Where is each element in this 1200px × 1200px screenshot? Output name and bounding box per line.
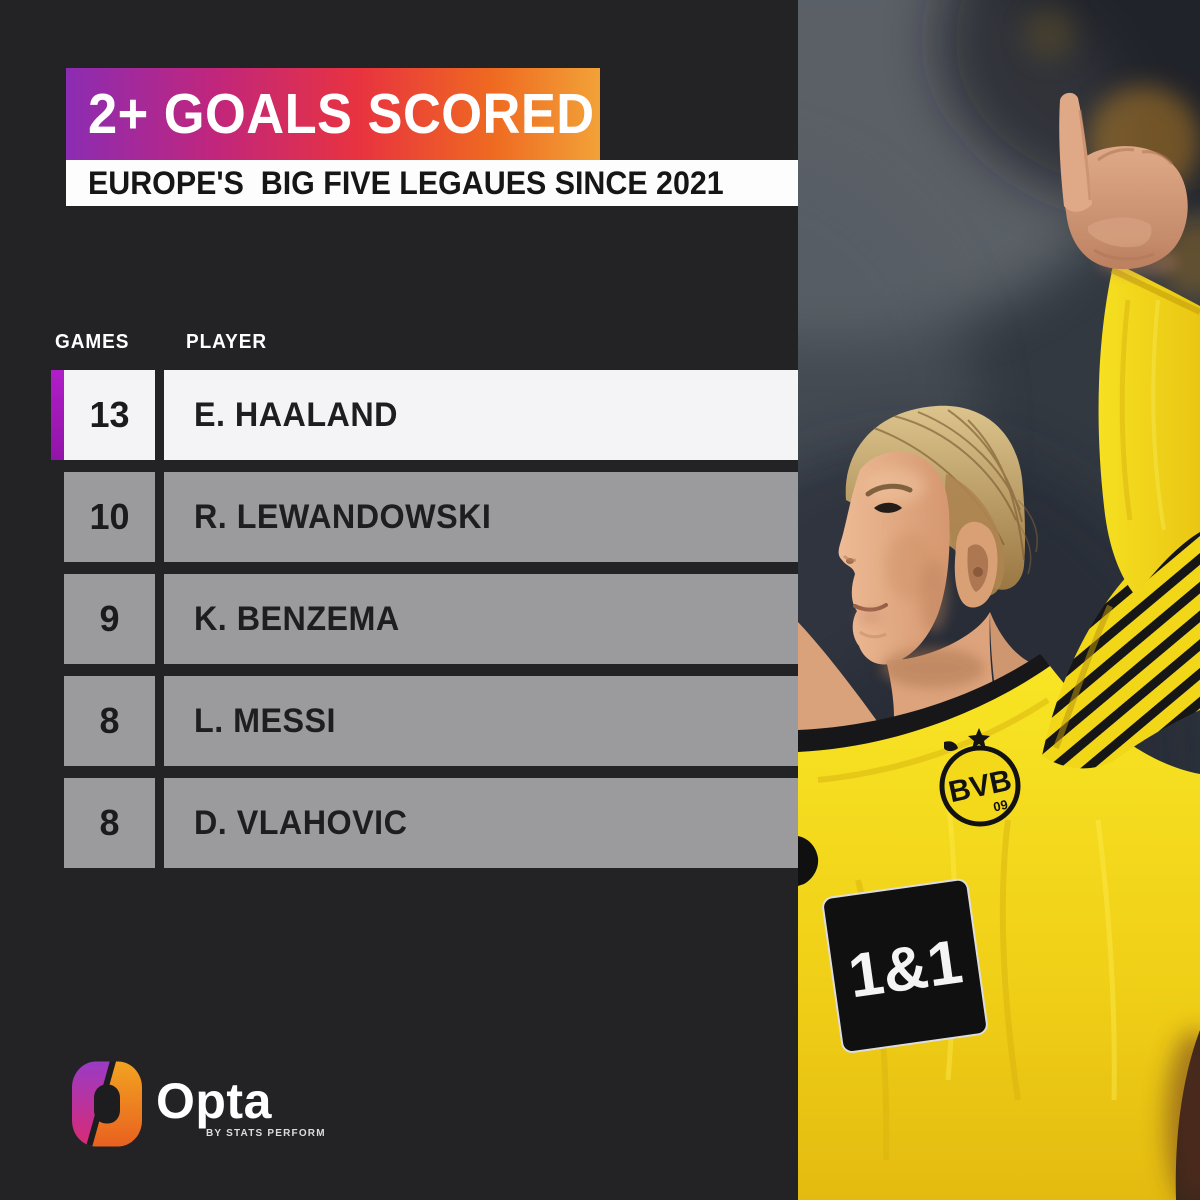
stats-perform-byline: BY STATS PERFORM [206, 1128, 326, 1139]
opta-logo-icon [72, 1061, 142, 1147]
player-name: K. BENZEMA [194, 599, 400, 638]
games-value: 8 [99, 700, 120, 741]
index-finger [1059, 92, 1092, 212]
games-value: 8 [99, 802, 120, 843]
table-row-games: 9 [64, 574, 155, 664]
table-row: E. HAALAND [164, 370, 798, 460]
puma-logo-icon [944, 741, 958, 751]
page-subtitle: EUROPE'S BIG FIVE LEGAUES SINCE 2021 [88, 165, 724, 201]
table-row-games: 8 [64, 778, 155, 868]
pointing-hand [1059, 92, 1188, 276]
page-title: 2+ GOALS SCORED [88, 81, 595, 146]
table-row: L. MESSI [164, 676, 798, 766]
games-value: 13 [89, 394, 130, 435]
table-row: K. BENZEMA [164, 574, 798, 664]
mouth [853, 603, 888, 612]
table-row-games: 13 [64, 370, 155, 460]
highlight-accent-bar [51, 370, 64, 460]
column-header-player: PLAYER [186, 331, 268, 353]
player-name: R. LEWANDOWSKI [194, 497, 492, 536]
games-value: 10 [89, 496, 130, 537]
table-row: D. VLAHOVIC [164, 778, 798, 868]
player-head [838, 405, 1038, 665]
subtitle-bar: EUROPE'S BIG FIVE LEGAUES SINCE 2021 [66, 160, 813, 206]
table-row-games: 8 [64, 676, 155, 766]
opta-wordmark: Opta [156, 1073, 272, 1129]
jersey-collar [798, 654, 1054, 756]
eyebrow [865, 483, 913, 497]
title-banner: 2+ GOALS SCORED [66, 68, 600, 160]
champion-star-icon [968, 728, 990, 749]
player-name: E. HAALAND [194, 395, 398, 434]
svg-text:1&1: 1&1 [844, 927, 966, 1011]
player-name: L. MESSI [194, 701, 336, 740]
table-row-games: 10 [64, 472, 155, 562]
jersey-sleeve-stripes [1042, 526, 1200, 769]
jersey-sponsor-patch: 1&1 [822, 878, 988, 1053]
player-photo: BVB 09 1&1 [798, 0, 1200, 1200]
svg-text:09: 09 [992, 797, 1009, 815]
games-value: 9 [99, 598, 120, 639]
player-name: D. VLAHOVIC [194, 803, 408, 842]
jersey-torso [798, 666, 1200, 1200]
bvb-badge: BVB 09 [939, 745, 1021, 827]
table-row: R. LEWANDOWSKI [164, 472, 798, 562]
puma-cat-icon [798, 836, 819, 886]
column-header-games: GAMES [55, 331, 130, 353]
eye [874, 502, 902, 513]
